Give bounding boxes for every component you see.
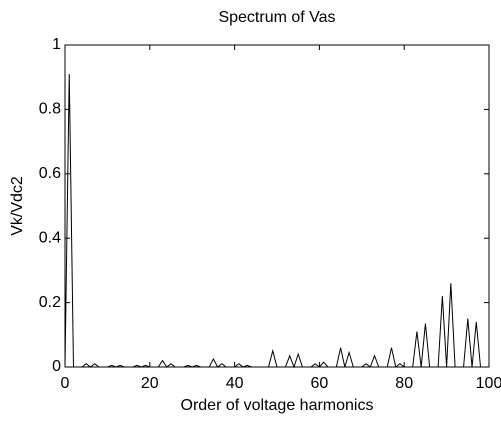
x-tick-label: 80: [395, 375, 413, 392]
y-tick-label: 1: [52, 36, 61, 53]
y-tick-label: 0: [52, 358, 61, 375]
x-tick-label: 100: [476, 375, 501, 392]
y-axis-label: Vk/Vdc2: [9, 176, 26, 236]
x-axis-label: Order of voltage harmonics: [181, 397, 374, 414]
y-tick-label: 0.2: [39, 294, 61, 311]
x-tick-label: 60: [311, 375, 329, 392]
y-tick-label: 0.6: [39, 165, 61, 182]
x-tick-label: 20: [141, 375, 159, 392]
x-tick-label: 40: [226, 375, 244, 392]
chart-title: Spectrum of Vas: [218, 9, 335, 26]
spectrum-line: [64, 73, 489, 369]
y-tick-label: 0.4: [39, 229, 61, 246]
y-tick-label: 0.8: [39, 101, 61, 118]
x-tick-label: 0: [61, 375, 70, 392]
plot-frame: [64, 44, 490, 368]
